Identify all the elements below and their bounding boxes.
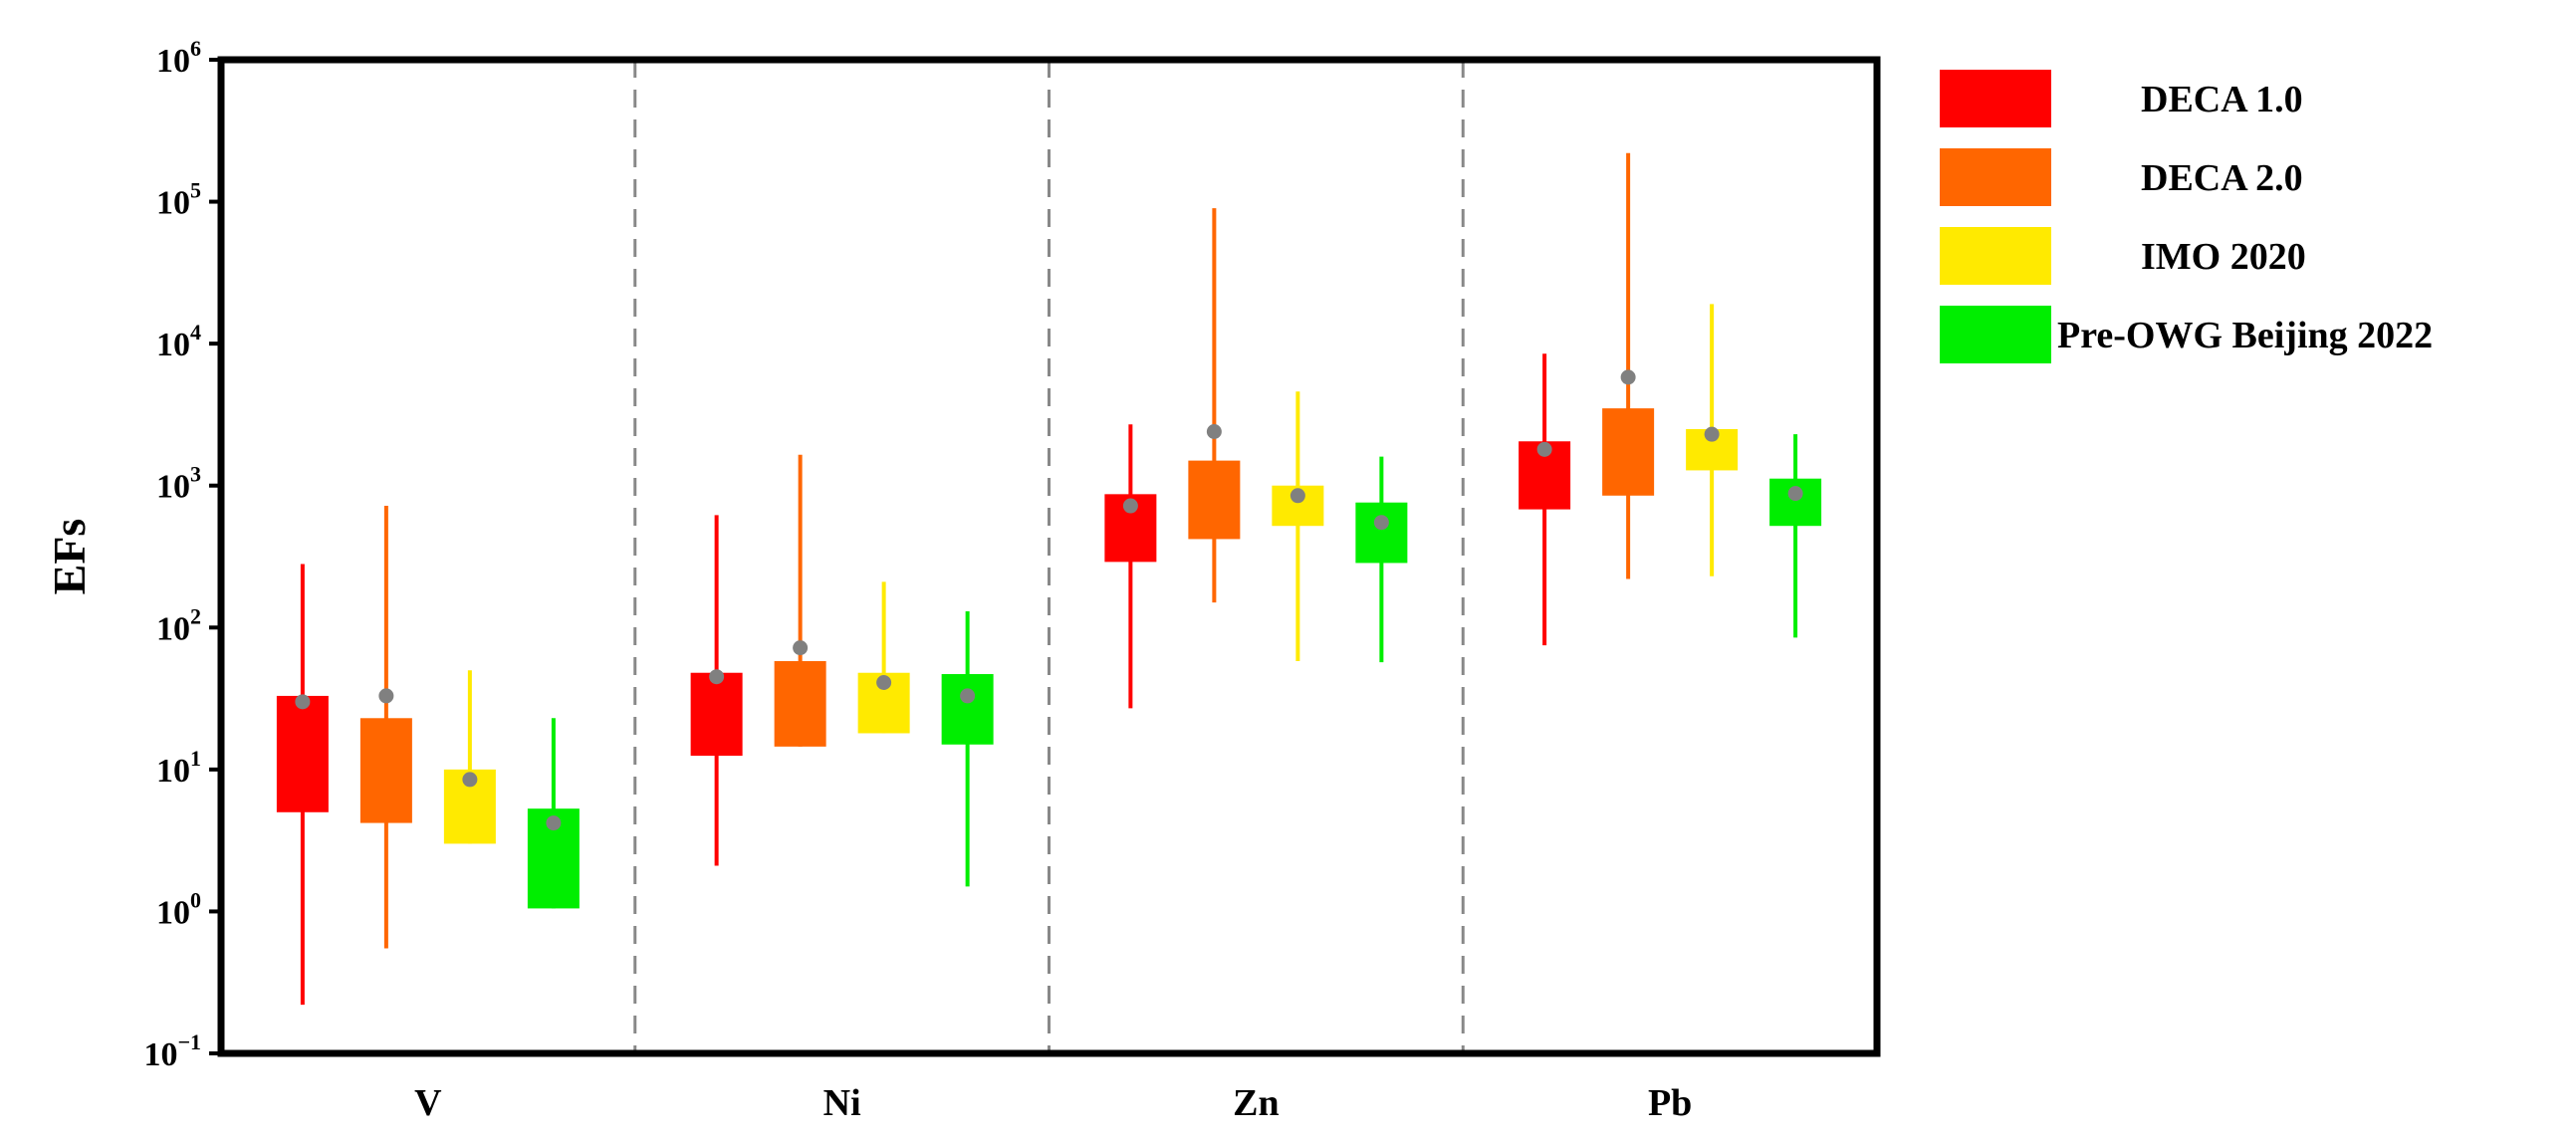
plot-area (276, 152, 1822, 1006)
y-tick-label: 104 (156, 320, 201, 363)
mean-marker (793, 640, 809, 656)
legend: DECA 1.0 DECA 2.0 IMO 2020 Pre-OWG Beijing … (1940, 70, 2433, 363)
x-category-label: Pb (1648, 1082, 1692, 1124)
box (1188, 460, 1241, 540)
y-tick-label: 103 (156, 462, 201, 506)
legend-label: DECA 2.0 (2141, 157, 2303, 199)
legend-label: Pre-OWG Beijing 2022 (2057, 315, 2433, 356)
mean-marker (1289, 488, 1305, 504)
mean-marker (1206, 424, 1222, 440)
legend-label: DECA 1.0 (2141, 79, 2303, 120)
legend-label: IMO 2020 (2141, 236, 2306, 278)
mean-marker (1122, 498, 1138, 514)
y-axis: 10−1 100 101 102 103 104 105 106 (143, 36, 221, 1073)
legend-swatch (1940, 70, 2051, 127)
mean-marker (1373, 515, 1389, 531)
mean-marker (378, 688, 394, 704)
y-tick-label: 105 (156, 178, 201, 222)
y-tick-label: 101 (156, 746, 201, 790)
box (1355, 502, 1408, 564)
legend-swatch (1940, 227, 2051, 285)
y-tick-label: 106 (156, 36, 201, 80)
x-category-label: V (414, 1082, 442, 1124)
box (276, 695, 329, 812)
mean-marker (295, 694, 311, 710)
y-axis-title: EFs (44, 519, 95, 595)
legend-swatch (1940, 148, 2051, 206)
y-tick-label: 10−1 (143, 1029, 201, 1073)
box (941, 674, 994, 745)
mean-marker (876, 674, 892, 690)
box (774, 661, 826, 747)
mean-marker (1536, 441, 1552, 457)
x-axis: V Ni Zn Pb (414, 1082, 1692, 1124)
mean-marker (1620, 369, 1636, 385)
x-category-label: Ni (823, 1082, 861, 1124)
mean-marker (546, 815, 562, 831)
box (1769, 478, 1822, 527)
box (359, 718, 412, 823)
y-tick-label: 100 (156, 887, 201, 931)
mean-marker (960, 688, 976, 704)
box (690, 672, 743, 757)
x-category-label: Zn (1233, 1082, 1279, 1124)
mean-marker (1787, 486, 1803, 502)
y-tick-label: 102 (156, 603, 201, 647)
mean-marker (462, 772, 478, 788)
plot-frame (217, 56, 1881, 1057)
mean-marker (709, 669, 725, 685)
category-separators (633, 60, 1465, 1053)
mean-marker (1704, 426, 1720, 442)
box (1602, 408, 1655, 496)
legend-swatch (1940, 306, 2051, 363)
